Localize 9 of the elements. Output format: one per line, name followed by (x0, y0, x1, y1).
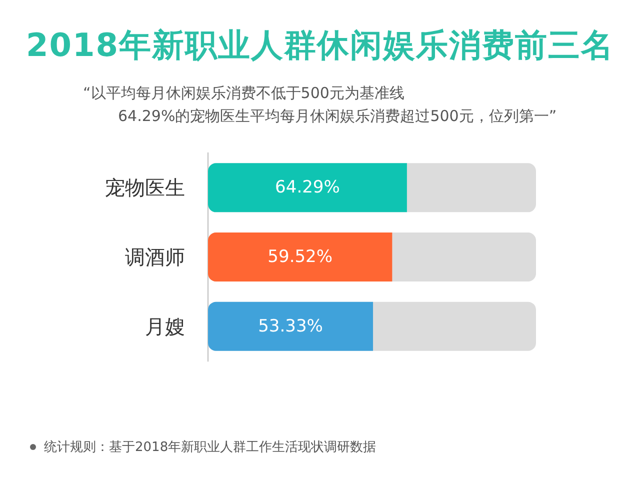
chart-title: 2018年新职业人群休闲娱乐消费前三名 (24, 25, 616, 66)
data-label: 59.52% (268, 247, 332, 267)
data-label: 53.33% (258, 316, 323, 336)
y-tick-label: 宠物医生 (105, 176, 185, 200)
text: 统计规则：基于2018年新职业人群工作生活现状调研数据 (44, 440, 376, 455)
y-tick-label: 月嫂 (145, 314, 185, 338)
chart-subtitle: “以平均每月休闲娱乐消费不低于500元为基准线 64.29%的宠物医生平均每月休闲娱乐消费超过500元，位列第一” (83, 83, 557, 127)
y-tick-label: 调酒师 (125, 245, 185, 269)
data-label: 64.29% (275, 178, 340, 198)
